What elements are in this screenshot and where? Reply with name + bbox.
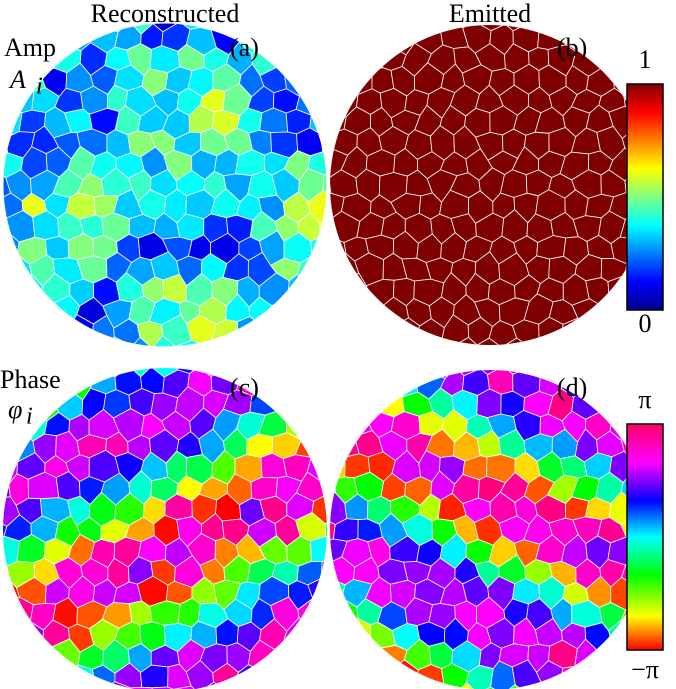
cell <box>294 428 327 458</box>
cell <box>29 298 53 325</box>
cell <box>310 236 327 266</box>
cell-map <box>3 368 327 689</box>
cell <box>527 370 552 374</box>
cell <box>320 560 327 590</box>
panel-label: (d) <box>557 373 587 402</box>
column-title: Emitted <box>449 0 531 28</box>
cell <box>352 41 385 73</box>
cell <box>525 339 555 345</box>
panel-label: (b) <box>557 33 587 62</box>
cell <box>3 474 11 500</box>
column-title: Reconstructed <box>91 0 240 28</box>
cell <box>425 684 457 689</box>
row-symbol: A <box>8 65 26 94</box>
cell <box>307 577 327 611</box>
panel-label: (a) <box>230 33 259 62</box>
cell <box>236 316 264 347</box>
colorbar-phase <box>626 423 664 651</box>
cell <box>598 43 627 76</box>
colorbar-label: π <box>638 385 651 414</box>
colorbar-label: −π <box>631 655 659 684</box>
row-symbol: φ <box>8 395 22 424</box>
cell <box>528 25 555 32</box>
cell <box>330 451 346 480</box>
cell <box>560 665 588 689</box>
cell <box>322 170 327 197</box>
cell <box>498 370 529 375</box>
cell <box>426 339 457 345</box>
panel-border <box>2 22 328 348</box>
row-label: Phase <box>0 365 61 394</box>
cell <box>600 258 628 283</box>
cell <box>149 600 181 626</box>
cell <box>330 579 346 609</box>
cell <box>319 212 327 243</box>
cell <box>275 41 301 73</box>
cell <box>28 644 59 668</box>
cell <box>175 368 201 374</box>
cell <box>599 390 626 417</box>
cell <box>151 686 180 689</box>
cell-map <box>330 25 650 345</box>
cell <box>275 386 301 416</box>
cell <box>426 370 457 380</box>
row-subscript: i <box>36 74 43 100</box>
cell <box>287 273 308 305</box>
cell <box>44 235 70 260</box>
cell <box>343 617 371 651</box>
row-subscript: i <box>26 404 33 430</box>
colorbar-amp <box>626 83 664 311</box>
cell <box>324 512 327 542</box>
cell <box>66 664 96 689</box>
cell <box>198 368 228 378</box>
row-label: Amp <box>4 33 56 62</box>
cell <box>331 428 360 458</box>
cell <box>202 340 227 347</box>
colorbar-label: 1 <box>639 45 652 74</box>
cell <box>354 638 382 673</box>
cell <box>355 392 384 417</box>
cell-map <box>330 370 650 689</box>
colorbar-label: 0 <box>639 309 652 338</box>
panel-label: (c) <box>230 373 259 402</box>
cell <box>476 337 506 345</box>
